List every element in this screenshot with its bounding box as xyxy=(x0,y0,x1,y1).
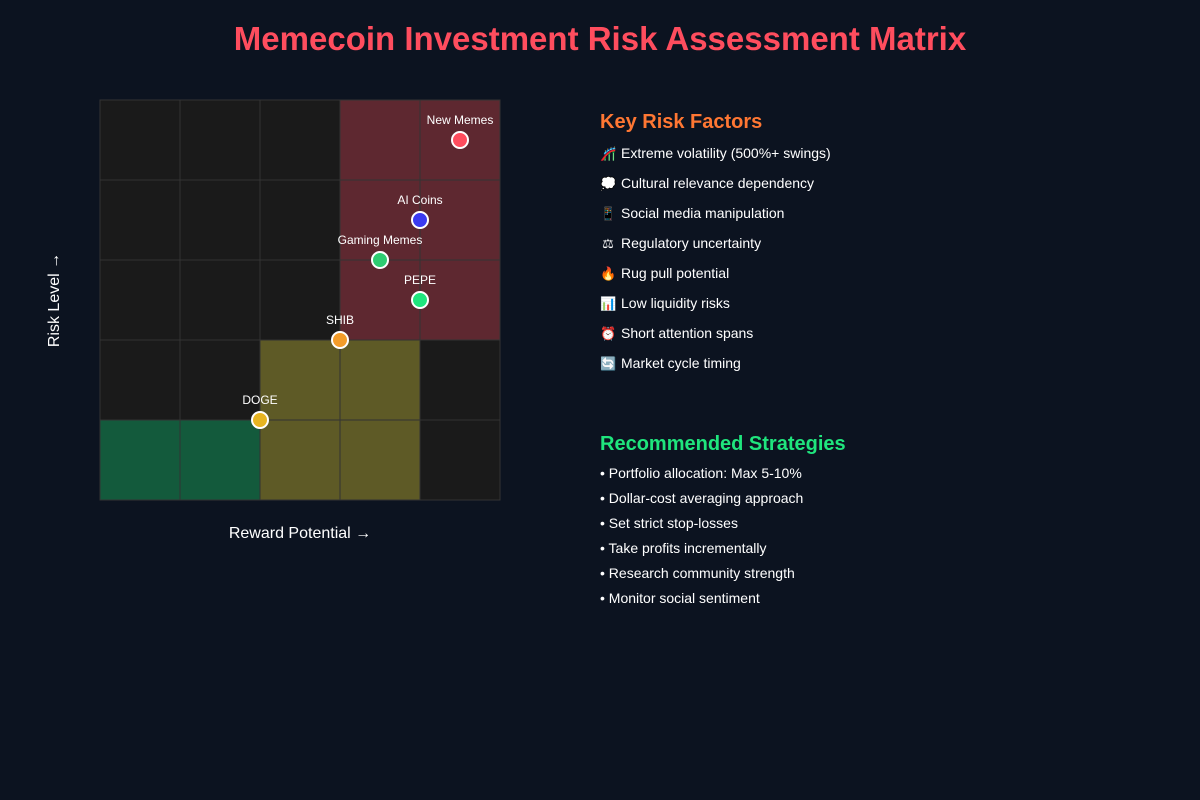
data-point-label: AI Coins xyxy=(397,193,442,207)
risk-factor-item: 📊 Low liquidity risks xyxy=(600,292,831,322)
risk-factor-item: 🔥 Rug pull potential xyxy=(600,262,831,292)
bullet: • xyxy=(600,590,605,606)
data-point xyxy=(371,251,389,269)
bullet: • xyxy=(600,565,605,581)
scales-icon: ⚖ xyxy=(602,236,614,251)
risk-factor-text: Short attention spans xyxy=(621,325,754,341)
data-points: New Memes AI Coins Gaming Memes PEPE SHIB DOG… xyxy=(242,113,494,429)
bullet: • xyxy=(600,490,605,506)
risk-factor-text: Market cycle timing xyxy=(621,355,741,371)
risk-factors-heading: Key Risk Factors xyxy=(600,111,763,133)
x-axis-arrow: → xyxy=(355,525,372,542)
grid-cells xyxy=(99,99,501,501)
data-point-label: New Memes xyxy=(427,113,494,127)
grid-cell xyxy=(99,259,181,341)
data-point xyxy=(251,411,269,429)
grid-cell xyxy=(339,179,421,261)
strategy-text: Set strict stop-losses xyxy=(608,515,738,531)
risk-factors-panel: Key Risk Factors 🎢 Extreme volatility (50… xyxy=(600,111,831,382)
risk-factor-item: 💭 Cultural relevance dependency xyxy=(600,172,831,202)
strategies-panel: Recommended Strategies • Portfolio alloc… xyxy=(600,433,846,614)
risk-factor-text: Social media manipulation xyxy=(621,205,785,221)
risk-factor-item: 🔄 Market cycle timing xyxy=(600,352,831,382)
bullet: • xyxy=(600,515,605,531)
grid-cell xyxy=(339,419,421,501)
risk-factor-item: ⏰ Short attention spans xyxy=(600,322,831,352)
grid-cell xyxy=(259,99,341,181)
grid-cell xyxy=(419,179,501,261)
fire-icon: 🔥 xyxy=(600,266,617,281)
grid-cell xyxy=(99,339,181,421)
phone-icon: 📱 xyxy=(600,206,617,221)
strategies-heading: Recommended Strategies xyxy=(600,433,846,455)
grid-cell xyxy=(259,259,341,341)
strategy-item: • Monitor social sentiment xyxy=(600,589,846,614)
risk-factor-text: Low liquidity risks xyxy=(621,295,730,311)
grid-cell xyxy=(259,339,341,421)
risk-matrix-chart: New Memes AI Coins Gaming Memes PEPE SHIB DOG… xyxy=(99,99,501,501)
strategy-text: Research community strength xyxy=(608,565,795,581)
grid-cell xyxy=(179,419,261,501)
thought-bubble-icon: 💭 xyxy=(600,176,617,191)
grid-cell xyxy=(99,99,181,181)
grid-cell xyxy=(419,259,501,341)
alarm-clock-icon: ⏰ xyxy=(600,326,617,341)
grid-cell xyxy=(339,99,421,181)
strategies-list: • Portfolio allocation: Max 5-10% • Dolla… xyxy=(600,464,846,614)
data-point-label: SHIB xyxy=(326,313,354,327)
page-title: Memecoin Investment Risk Assessment Matr… xyxy=(233,20,967,57)
grid-cell xyxy=(179,259,261,341)
grid-cell xyxy=(179,99,261,181)
grid-cell xyxy=(419,339,501,421)
strategy-item: • Portfolio allocation: Max 5-10% xyxy=(600,464,846,489)
grid-cell xyxy=(259,179,341,261)
grid-cell xyxy=(339,339,421,421)
bar-chart-icon: 📊 xyxy=(600,296,617,311)
strategy-text: Monitor social sentiment xyxy=(608,590,760,606)
risk-factor-item: 🎢 Extreme volatility (500%+ swings) xyxy=(600,142,831,172)
data-point xyxy=(411,211,429,229)
grid-cell xyxy=(179,339,261,421)
data-point xyxy=(451,131,469,149)
risk-factor-text: Rug pull potential xyxy=(621,265,730,281)
risk-factor-item: 📱 Social media manipulation xyxy=(600,202,831,232)
risk-factor-item: ⚖ Regulatory uncertainty xyxy=(600,232,831,262)
data-point-label: Gaming Memes xyxy=(338,233,423,247)
strategy-text: Take profits incrementally xyxy=(608,540,767,556)
strategy-item: • Set strict stop-losses xyxy=(600,514,846,539)
grid-cell xyxy=(179,179,261,261)
risk-factor-text: Regulatory uncertainty xyxy=(621,235,762,251)
data-point xyxy=(411,291,429,309)
strategy-item: • Research community strength xyxy=(600,564,846,589)
data-point-label: PEPE xyxy=(404,273,436,287)
data-point xyxy=(331,331,349,349)
bullet: • xyxy=(600,540,605,556)
strategy-text: Portfolio allocation: Max 5-10% xyxy=(608,465,802,481)
strategy-text: Dollar-cost averaging approach xyxy=(608,490,804,506)
grid-cell xyxy=(259,419,341,501)
data-point-label: DOGE xyxy=(242,393,277,407)
grid-cell xyxy=(419,419,501,501)
y-axis-label: Risk Level → xyxy=(46,253,64,347)
risk-factors-list: 🎢 Extreme volatility (500%+ swings) 💭 Cultu… xyxy=(600,142,831,382)
strategy-item: • Take profits incrementally xyxy=(600,539,846,564)
risk-factor-text: Extreme volatility (500%+ swings) xyxy=(621,145,831,161)
x-axis-label: Reward Potential → xyxy=(229,525,371,543)
grid-cell xyxy=(99,179,181,261)
grid-cell xyxy=(99,419,181,501)
bullet: • xyxy=(600,465,605,481)
x-axis-label-text: Reward Potential xyxy=(228,525,351,542)
roller-coaster-icon: 🎢 xyxy=(600,146,617,161)
y-axis-arrow: → xyxy=(46,252,63,269)
y-axis-label-text: Risk Level xyxy=(46,273,63,348)
strategy-item: • Dollar-cost averaging approach xyxy=(600,489,846,514)
grid-cell xyxy=(339,259,421,341)
cycle-arrows-icon: 🔄 xyxy=(600,356,617,371)
risk-factor-text: Cultural relevance dependency xyxy=(621,175,815,191)
